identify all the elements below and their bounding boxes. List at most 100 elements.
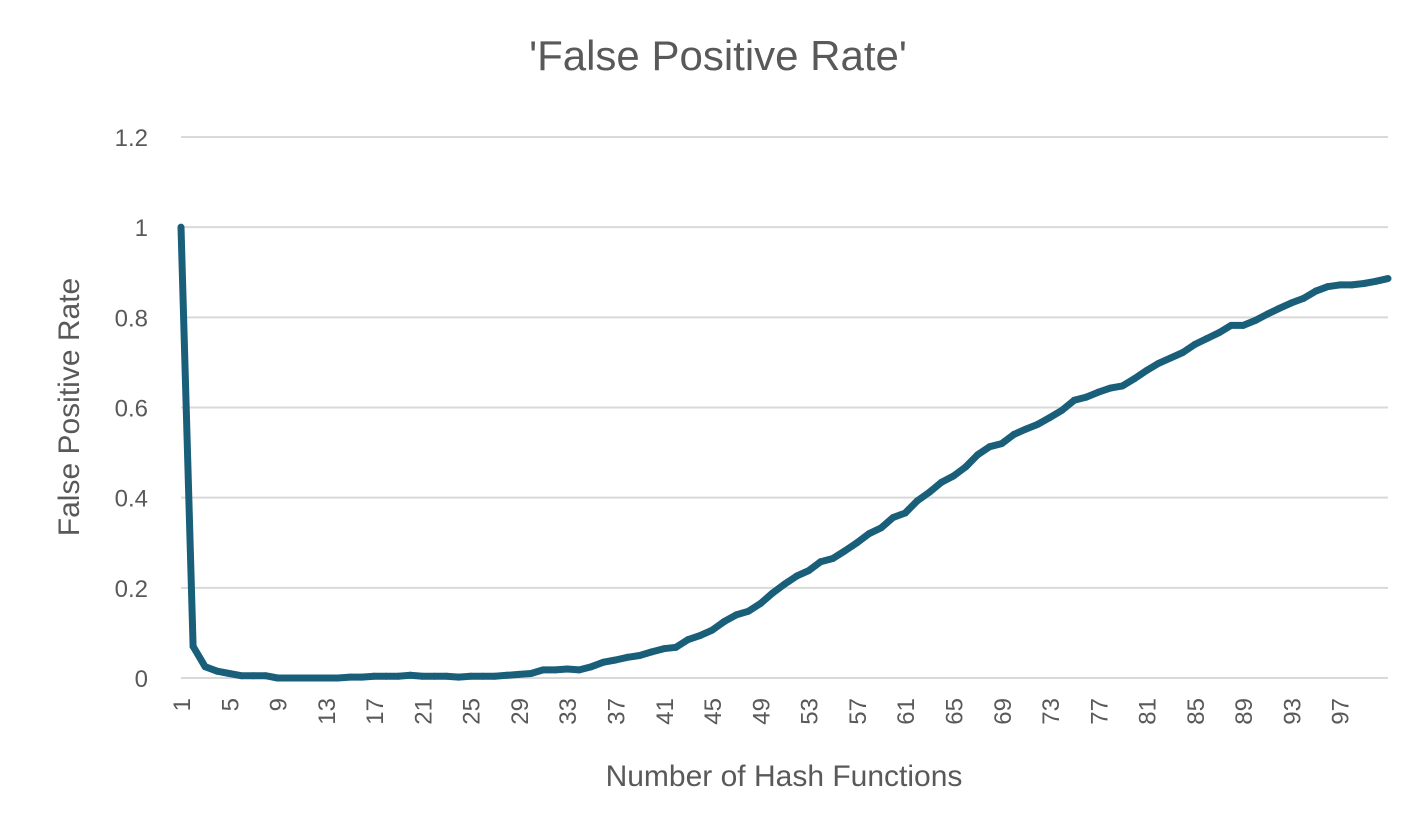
x-tick-label: 5 (217, 698, 244, 711)
data-point (261, 672, 269, 680)
data-point (1070, 396, 1078, 404)
data-point (708, 626, 716, 634)
data-point (189, 642, 197, 650)
data-point (672, 643, 680, 651)
data-point (406, 671, 414, 679)
data-point (1384, 275, 1392, 283)
data-point (1143, 367, 1151, 375)
data-point (467, 672, 475, 680)
data-point (1263, 310, 1271, 318)
data-point (551, 666, 559, 674)
x-tick-label: 97 (1328, 698, 1355, 725)
data-point (1300, 294, 1308, 302)
data-point (732, 611, 740, 619)
data-point (877, 524, 885, 532)
data-point (418, 672, 426, 680)
data-point (865, 530, 873, 538)
x-tick-label: 85 (1183, 698, 1210, 725)
y-axis-label: False Positive Rate (53, 278, 86, 536)
x-tick-label: 21 (410, 698, 437, 725)
data-point (1022, 425, 1030, 433)
x-tick-label: 17 (362, 698, 389, 725)
data-point (225, 669, 233, 677)
x-axis-tick-labels: 1 5 9 13 17 21 25 29 33 37 41 45 49 53 57 61 65 69 73 77 81 8… (169, 698, 1355, 725)
data-point (455, 673, 463, 681)
data-point (358, 673, 366, 681)
data-point (1046, 413, 1054, 421)
data-point (901, 509, 909, 517)
data-point (624, 653, 632, 661)
x-axis-label: Number of Hash Functions (606, 760, 963, 793)
y-tick-label: 0.6 (115, 396, 148, 423)
x-tick-label: 45 (700, 698, 727, 725)
y-tick-label: 0.8 (115, 305, 148, 332)
x-tick-label: 9 (266, 698, 293, 711)
data-point (1336, 281, 1344, 289)
data-point (479, 672, 487, 680)
data-point (636, 651, 644, 659)
data-point (575, 666, 583, 674)
data-point (1312, 287, 1320, 295)
x-tick-label: 49 (748, 698, 775, 725)
data-point (1082, 393, 1090, 401)
data-point (563, 665, 571, 673)
data-point (587, 663, 595, 671)
data-point (286, 674, 294, 682)
data-point (937, 478, 945, 486)
data-point (781, 580, 788, 588)
data-point (696, 632, 704, 640)
data-point (998, 440, 1006, 448)
data-point (889, 514, 897, 522)
data-point (1251, 316, 1259, 324)
x-tick-label: 93 (1279, 698, 1306, 725)
data-point (949, 472, 957, 480)
y-tick-label: 0.2 (115, 576, 148, 603)
series-layer (177, 223, 1392, 682)
data-point (805, 567, 813, 575)
data-point (443, 672, 451, 680)
y-tick-label: 0.4 (115, 486, 148, 513)
data-point (829, 555, 837, 563)
data-point (974, 451, 982, 459)
data-point (430, 672, 438, 680)
data-point (1372, 277, 1380, 285)
data-point (177, 223, 185, 231)
data-point (1010, 431, 1018, 439)
data-point (1094, 388, 1102, 396)
data-point (1227, 321, 1235, 329)
data-point (539, 666, 547, 674)
x-tick-label: 77 (1086, 698, 1113, 725)
gridlines (181, 136, 1388, 679)
x-tick-label: 65 (941, 698, 968, 725)
data-point (1203, 335, 1211, 343)
x-tick-label: 33 (555, 698, 582, 725)
data-point (913, 497, 921, 505)
x-tick-label: 61 (893, 698, 920, 725)
data-point (370, 672, 378, 680)
x-tick-label: 57 (845, 698, 872, 725)
data-point (1167, 354, 1175, 362)
data-point (1034, 420, 1042, 428)
x-tick-label: 1 (169, 698, 196, 711)
series-line (177, 227, 1389, 682)
data-point (1106, 384, 1114, 392)
x-tick-label: 41 (652, 698, 679, 725)
x-tick-label: 29 (507, 698, 534, 725)
data-point (1239, 321, 1247, 329)
data-point (491, 672, 499, 680)
x-tick-label: 73 (1038, 698, 1065, 725)
data-point (213, 667, 221, 675)
chart-title: 'False Positive Rate' (529, 32, 907, 79)
data-point (1275, 304, 1283, 312)
y-axis-tick-labels: 0 0.2 0.4 0.6 0.8 1 1.2 (115, 125, 148, 693)
x-tick-label: 89 (1231, 698, 1258, 725)
data-point (1058, 406, 1066, 414)
data-point (237, 672, 245, 680)
data-point (515, 670, 523, 678)
y-tick-label: 0 (135, 666, 148, 693)
data-point (201, 663, 209, 671)
x-tick-label: 25 (459, 698, 486, 725)
data-point (1191, 340, 1199, 348)
data-point (660, 645, 668, 653)
